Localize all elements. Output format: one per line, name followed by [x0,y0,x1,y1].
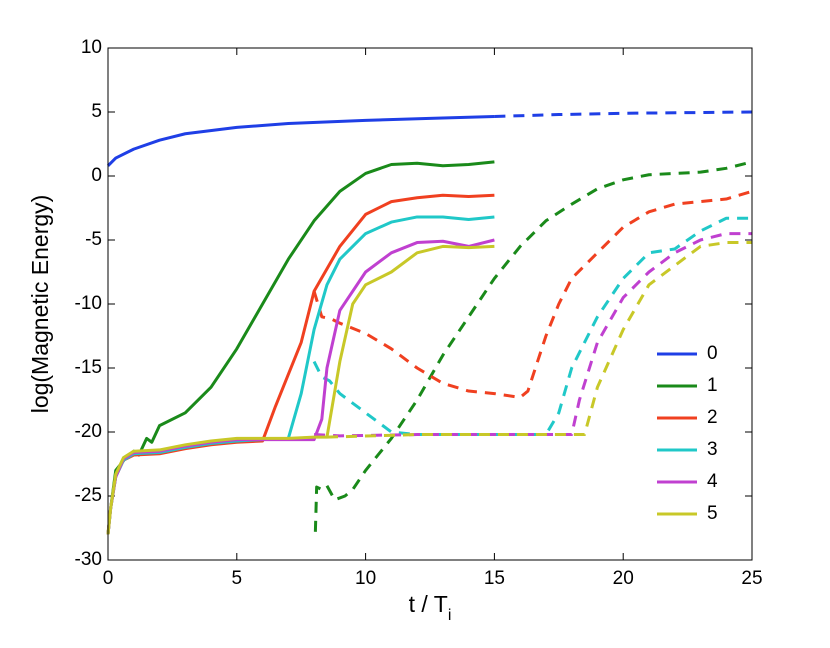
y-tick-label: 0 [91,165,102,186]
series-line-dashed [313,160,753,532]
legend-label: 0 [707,343,718,364]
x-tick-label: 10 [355,568,376,589]
series-line-dashed [494,110,753,118]
legend-label: 4 [707,471,718,492]
y-tick-label: 5 [91,101,102,122]
y-tick-label: 10 [81,37,102,58]
series-line [106,244,495,535]
x-tick-label: 15 [484,568,505,589]
plot-frame [107,47,753,561]
legend-label: 2 [707,407,718,428]
y-tick-label: -10 [75,293,102,314]
x-axis-label-main: t / T [409,591,448,617]
legend-label: 3 [707,439,718,460]
legend-label: 1 [707,375,718,396]
x-axis-label-sub: i [448,607,452,624]
legend-label: 5 [707,503,718,524]
y-tick-label: -25 [75,485,102,506]
y-tick-label: -15 [75,357,102,378]
series-line-dashed [314,232,752,438]
x-tick-label: 25 [741,568,762,589]
x-tick-label: 0 [103,568,114,589]
series-line-dashed [326,241,752,439]
y-tick-label: -30 [75,549,102,570]
series-line [106,114,495,167]
x-axis-label: t / Ti [409,591,452,624]
series-line-dashed [312,216,752,437]
x-tick-label: 20 [613,568,634,589]
x-tick-label: 5 [232,568,243,589]
y-tick-label: -5 [85,229,102,250]
y-tick-label: -20 [75,421,102,442]
series-line-dashed [312,189,753,399]
y-axis-label: log(Magnetic Energy) [27,195,53,414]
